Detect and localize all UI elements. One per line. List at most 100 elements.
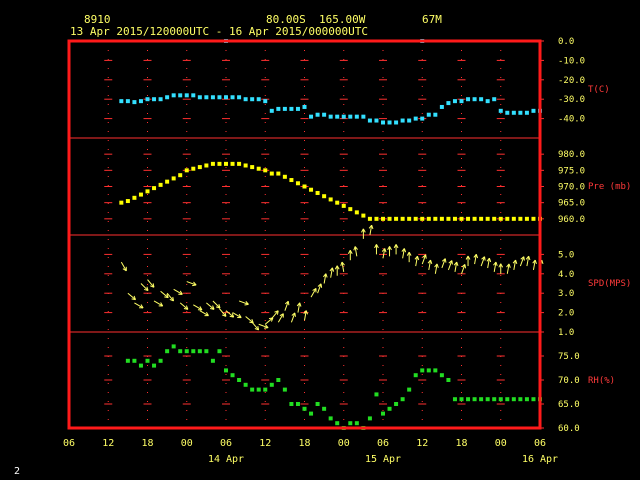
wind-arrow (127, 292, 137, 301)
pressure-point (394, 216, 399, 221)
wind-arrow-head (523, 256, 525, 261)
plot-grid (69, 40, 544, 429)
x-tick-label: 18 (141, 438, 153, 449)
wind-arrow-shaft (310, 288, 317, 298)
pressure-point (328, 197, 333, 202)
y-tick-label: -30.0 (558, 95, 585, 105)
humidity-point (289, 402, 294, 406)
wind-arrow-head (245, 301, 249, 305)
station-id: 8910 (84, 13, 111, 26)
x-tick-label: 18 (298, 438, 310, 449)
wind-arrow (486, 257, 492, 269)
humidity-point (237, 378, 242, 382)
wind-arrow-shaft (447, 260, 453, 271)
wind-arrow-head (192, 284, 197, 287)
wind-arrow-shaft (532, 259, 536, 271)
wind-arrow-head (384, 248, 387, 253)
wind-arrow-head (441, 258, 446, 262)
humidity-point (145, 358, 150, 363)
wind-arrow-shaft (245, 316, 254, 324)
temperature-point (479, 97, 484, 102)
wind-arrow-shaft (290, 312, 296, 323)
wind-arrow-shaft (354, 246, 358, 257)
wind-arrow (140, 283, 149, 292)
wind-arrow-head (488, 257, 492, 263)
pressure-point (315, 190, 320, 195)
wind-arrow-shaft (277, 313, 284, 323)
y-tick-label: 70.0 (558, 376, 580, 386)
pressure-point (224, 161, 228, 166)
day-label: 14 Apr (208, 454, 244, 465)
page-number: 2 (14, 466, 20, 477)
wind-arrow-head (221, 314, 227, 317)
wind-arrow-head (425, 254, 427, 259)
wind-arrow-shaft (264, 317, 274, 325)
wind-arrow (465, 255, 471, 267)
temperature-point (439, 104, 444, 109)
wind-arrow (264, 317, 274, 325)
humidity-point (531, 397, 536, 402)
temperature-point (426, 112, 431, 117)
pressure-point (524, 216, 529, 221)
pressure-point (250, 165, 255, 170)
humidity-point (407, 387, 412, 392)
wind-arrow (406, 251, 412, 263)
humidity-point (302, 406, 307, 411)
wind-arrow-head (296, 302, 301, 307)
wind-arrow-head (349, 249, 353, 254)
wind-arrow-head (393, 244, 397, 249)
wind-arrow-head (166, 293, 169, 298)
wind-arrow (317, 283, 323, 294)
pressure-point (276, 171, 281, 176)
pressure-point (282, 174, 287, 179)
pressure-point (341, 203, 346, 208)
wind-arrow-shaft (304, 310, 307, 321)
humidity-point (459, 397, 464, 402)
day-label: 15 Apr (365, 454, 401, 465)
pressure-point (158, 182, 163, 187)
wind-arrow-head (416, 256, 420, 261)
pressure-point (197, 165, 202, 170)
wind-arrow-head (381, 248, 386, 252)
temperature-point (250, 97, 255, 102)
wind-arrow-head (520, 256, 525, 260)
time-period: 13 Apr 2015/120000UTC - 16 Apr 2015/0000… (70, 25, 368, 38)
wind-arrow-head (238, 313, 242, 318)
wind-arrow-head (144, 288, 149, 292)
wind-arrow-shaft (506, 263, 510, 274)
temperature-point (138, 99, 143, 104)
temperature-point (295, 106, 300, 111)
humidity-point (381, 411, 385, 416)
wind-arrow-shaft (199, 310, 209, 317)
humidity-point (433, 368, 438, 373)
wind-arrow-head (430, 259, 433, 265)
y-tick-label: 2.0 (558, 309, 574, 319)
wind-arrow-head (216, 306, 221, 309)
humidity-point (197, 349, 202, 354)
temperature-point (145, 97, 150, 102)
pressure-point (125, 199, 130, 204)
x-tick-label: 06 (63, 438, 75, 449)
wind-arrow (512, 259, 518, 271)
wind-arrow-head (353, 246, 356, 251)
x-tick-label: 00 (495, 438, 507, 449)
pressure-point (505, 216, 510, 221)
wind-arrow-head (436, 263, 439, 268)
y-tick-label: 975.0 (558, 166, 585, 176)
wind-arrow-head (361, 228, 364, 233)
temperature-point (459, 99, 464, 104)
wind-arrow-head (331, 267, 335, 272)
wind-arrow-head (210, 308, 215, 310)
wind-arrow (480, 256, 486, 267)
temperature-point (407, 118, 412, 123)
y-tick-label: 5.0 (558, 250, 574, 260)
wind-arrow (334, 265, 340, 276)
wind-arrow (361, 228, 366, 239)
wind-arrow-head (218, 304, 221, 309)
humidity-point (485, 397, 490, 402)
pressure-point (433, 216, 438, 221)
wind-arrow (271, 310, 279, 319)
wind-arrow-shaft (173, 288, 183, 295)
pressure-point (387, 216, 392, 221)
pressure-point (152, 186, 157, 191)
